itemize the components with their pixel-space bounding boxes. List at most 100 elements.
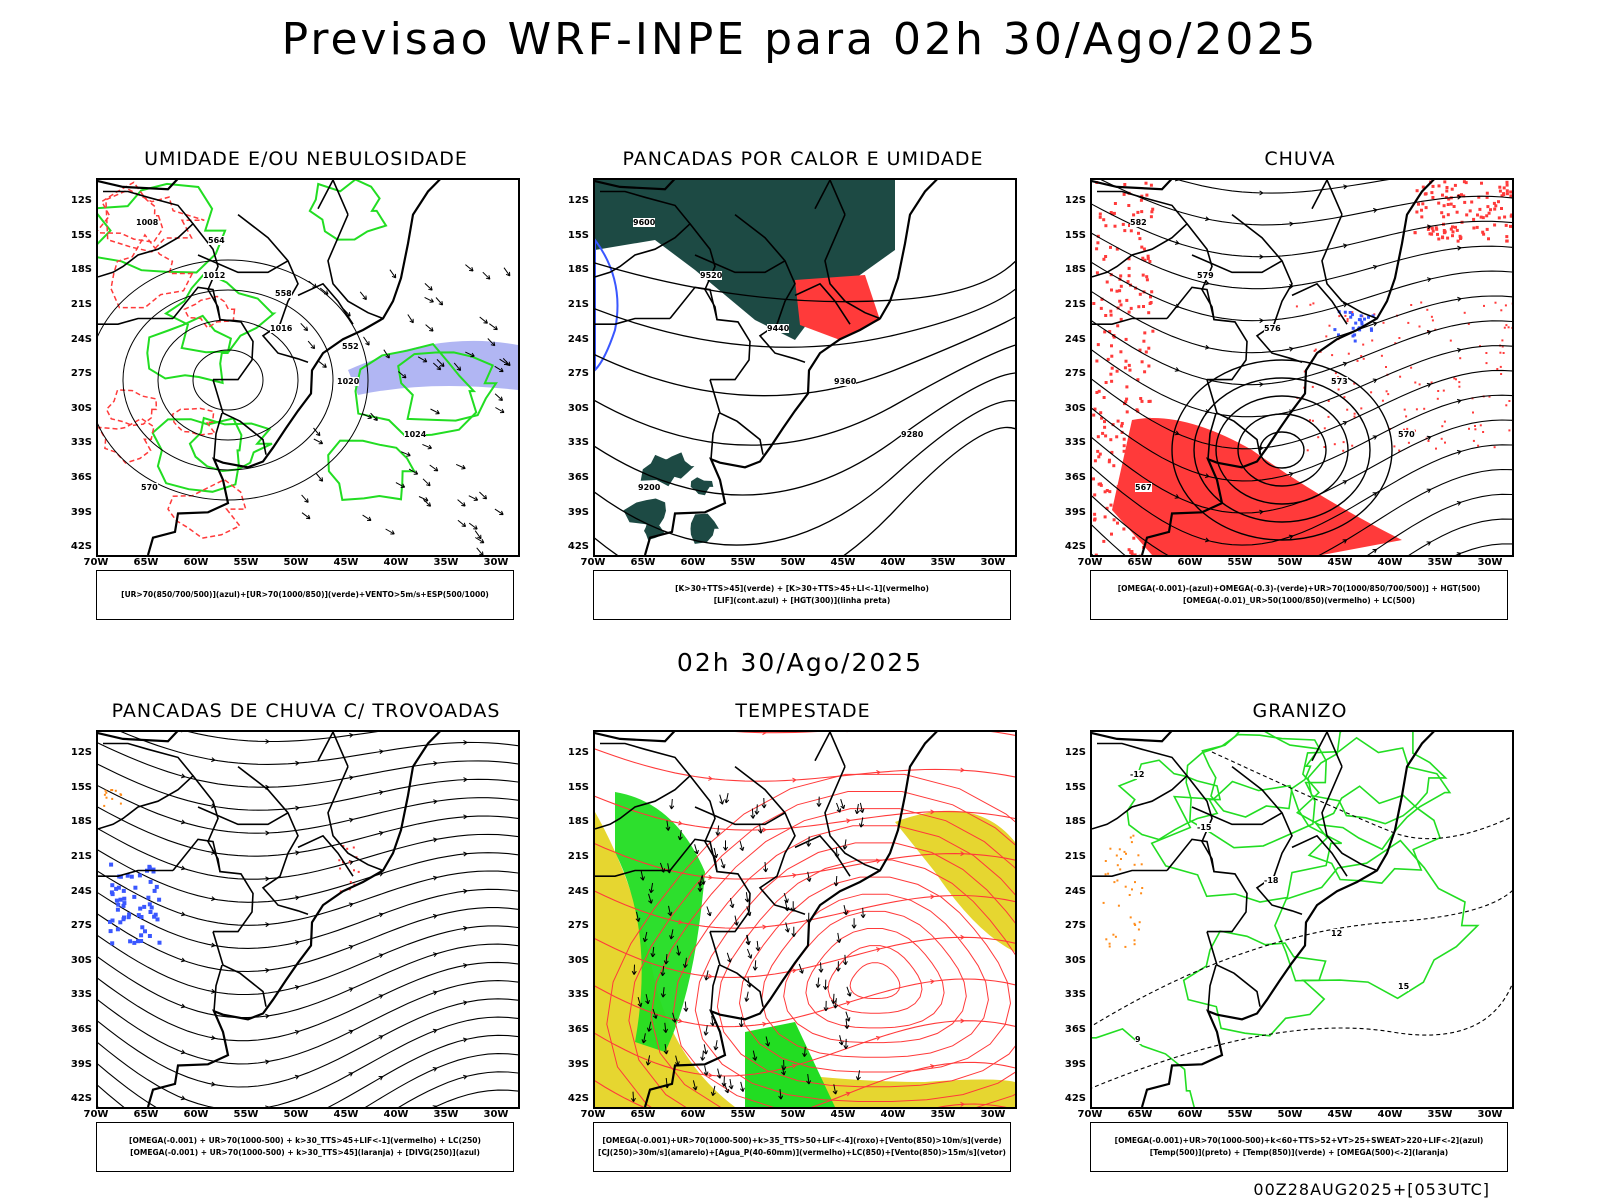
lon-tick-label: 40W bbox=[1377, 1109, 1403, 1120]
contour-label: -15 bbox=[1197, 823, 1212, 832]
lat-tick-label: 36S bbox=[70, 1024, 92, 1035]
lat-tick-label: 39S bbox=[1064, 1058, 1086, 1070]
lon-tick-label: 30W bbox=[1477, 1109, 1503, 1120]
lon-tick-label: 35W bbox=[930, 1109, 956, 1120]
contour-label: 12 bbox=[1331, 929, 1343, 938]
lat-tick-label: 33S bbox=[1064, 989, 1086, 1001]
lat-tick-label: 27S bbox=[70, 368, 92, 380]
map-chuva bbox=[1090, 178, 1514, 557]
lat-tick-label: 36S bbox=[567, 472, 589, 483]
contour-label: 564 bbox=[208, 236, 225, 245]
legend-granizo: [OMEGA(-0.001)+UR>70(1000-500)+k<60+TTS>… bbox=[1090, 1122, 1508, 1172]
legend-line: [LIF](cont.azul) + [HGT(300)](linha pret… bbox=[713, 596, 891, 605]
lat-tick-label: 15S bbox=[1064, 229, 1086, 241]
lon-tick-label: 35W bbox=[1427, 1109, 1453, 1120]
lon-tick-label: 65W bbox=[133, 1109, 159, 1120]
lat-tick-label: 33S bbox=[70, 989, 92, 1001]
contour-label: 15 bbox=[1398, 982, 1410, 991]
lat-tick-label: 30S bbox=[70, 954, 92, 966]
lon-tick-label: 60W bbox=[183, 1109, 209, 1120]
map-trovoadas bbox=[96, 730, 520, 1109]
lat-tick-label: 30S bbox=[1064, 402, 1086, 414]
contour-label: 570 bbox=[1398, 430, 1415, 439]
map-graphic-umidade bbox=[98, 180, 518, 555]
lat-tick-label: 24S bbox=[70, 333, 92, 345]
contour-label: 9520 bbox=[700, 271, 723, 280]
lon-tick-label: 35W bbox=[433, 557, 459, 568]
lat-tick-label: 33S bbox=[567, 437, 589, 449]
map-umidade bbox=[96, 178, 520, 557]
contour-label: 9440 bbox=[767, 324, 790, 333]
lon-tick-label: 65W bbox=[1127, 1109, 1153, 1120]
lat-tick-label: 30S bbox=[567, 954, 589, 966]
lat-tick-label: 15S bbox=[567, 781, 589, 793]
lat-tick-label: 27S bbox=[1064, 920, 1086, 932]
lon-tick-label: 55W bbox=[233, 557, 259, 568]
lat-tick-label: 12S bbox=[567, 195, 589, 207]
map-graphic-granizo bbox=[1092, 732, 1512, 1107]
lon-tick-label: 70W bbox=[83, 1109, 109, 1120]
run-timestamp: 00Z28AUG2025+[053UTC] bbox=[1253, 1180, 1490, 1199]
lon-tick-label: 70W bbox=[83, 557, 109, 568]
lat-tick-label: 15S bbox=[567, 229, 589, 241]
legend-line: [CJ(250)>30m/s](amarelo)+[Agua_P(40-60mm… bbox=[598, 1148, 1006, 1157]
lon-tick-label: 40W bbox=[383, 1109, 409, 1120]
lon-tick-label: 40W bbox=[383, 557, 409, 568]
contour-label: 9280 bbox=[901, 430, 924, 439]
lon-tick-label: 50W bbox=[1277, 557, 1303, 568]
lat-tick-label: 42S bbox=[1064, 541, 1086, 553]
lat-tick-label: 36S bbox=[567, 1024, 589, 1035]
lat-tick-label: 12S bbox=[70, 747, 92, 759]
legend-line: [UR>70(850/700/500)](azul)+[UR>70(1000/8… bbox=[121, 590, 489, 599]
lat-tick-label: 18S bbox=[1064, 264, 1086, 276]
lat-tick-label: 15S bbox=[1064, 781, 1086, 793]
contour-label: 558 bbox=[275, 289, 292, 298]
lat-tick-label: 33S bbox=[1064, 437, 1086, 449]
lon-tick-label: 40W bbox=[880, 557, 906, 568]
lat-tick-label: 27S bbox=[567, 920, 589, 932]
legend-tempestade: [OMEGA(-0.001)+UR>70(1000-500)+k>35_TTS>… bbox=[593, 1122, 1011, 1172]
panel-title-tempestade: TEMPESTADE bbox=[735, 700, 871, 722]
lon-tick-label: 60W bbox=[680, 557, 706, 568]
lat-tick-label: 12S bbox=[70, 195, 92, 207]
lat-tick-label: 33S bbox=[567, 989, 589, 1001]
lon-tick-label: 40W bbox=[1377, 557, 1403, 568]
lon-tick-label: 50W bbox=[283, 557, 309, 568]
lon-tick-label: 45W bbox=[830, 1109, 856, 1120]
lat-tick-label: 21S bbox=[1064, 298, 1086, 310]
lon-tick-label: 30W bbox=[483, 557, 509, 568]
panel-title-pancadas-calor: PANCADAS POR CALOR E UMIDADE bbox=[622, 148, 984, 170]
contour-label: 570 bbox=[141, 483, 158, 492]
map-pancadas-calor bbox=[593, 178, 1017, 557]
lon-tick-label: 40W bbox=[880, 1109, 906, 1120]
lat-tick-label: 36S bbox=[1064, 1024, 1086, 1035]
lon-tick-label: 30W bbox=[980, 557, 1006, 568]
lon-tick-label: 50W bbox=[780, 557, 806, 568]
legend-line: [OMEGA(-0.01)_UR>50(1000/850)(vermelho) … bbox=[1182, 596, 1416, 605]
lon-tick-label: 55W bbox=[1227, 557, 1253, 568]
lat-tick-label: 39S bbox=[567, 506, 589, 518]
lat-tick-label: 15S bbox=[70, 781, 92, 793]
lon-tick-label: 45W bbox=[1327, 1109, 1353, 1120]
map-graphic-chuva bbox=[1092, 180, 1512, 555]
page-subtitle: 02h 30/Ago/2025 bbox=[676, 648, 924, 677]
lon-tick-label: 65W bbox=[630, 1109, 656, 1120]
lat-tick-label: 39S bbox=[70, 1058, 92, 1070]
lat-tick-label: 36S bbox=[1064, 472, 1086, 483]
lat-tick-label: 21S bbox=[567, 298, 589, 310]
lon-tick-label: 35W bbox=[433, 1109, 459, 1120]
map-tempestade bbox=[593, 730, 1017, 1109]
contour-label: -18 bbox=[1264, 876, 1279, 885]
lat-tick-label: 42S bbox=[70, 541, 92, 553]
contour-label: 582 bbox=[1130, 218, 1147, 227]
lat-tick-label: 18S bbox=[70, 264, 92, 276]
lat-tick-label: 27S bbox=[1064, 368, 1086, 380]
lon-tick-label: 60W bbox=[183, 557, 209, 568]
lat-tick-label: 24S bbox=[70, 885, 92, 897]
lon-tick-label: 60W bbox=[1177, 557, 1203, 568]
lon-tick-label: 50W bbox=[1277, 1109, 1303, 1120]
lon-tick-label: 30W bbox=[483, 1109, 509, 1120]
lat-tick-label: 18S bbox=[567, 816, 589, 828]
lon-tick-label: 70W bbox=[580, 557, 606, 568]
lat-tick-label: 12S bbox=[567, 747, 589, 759]
